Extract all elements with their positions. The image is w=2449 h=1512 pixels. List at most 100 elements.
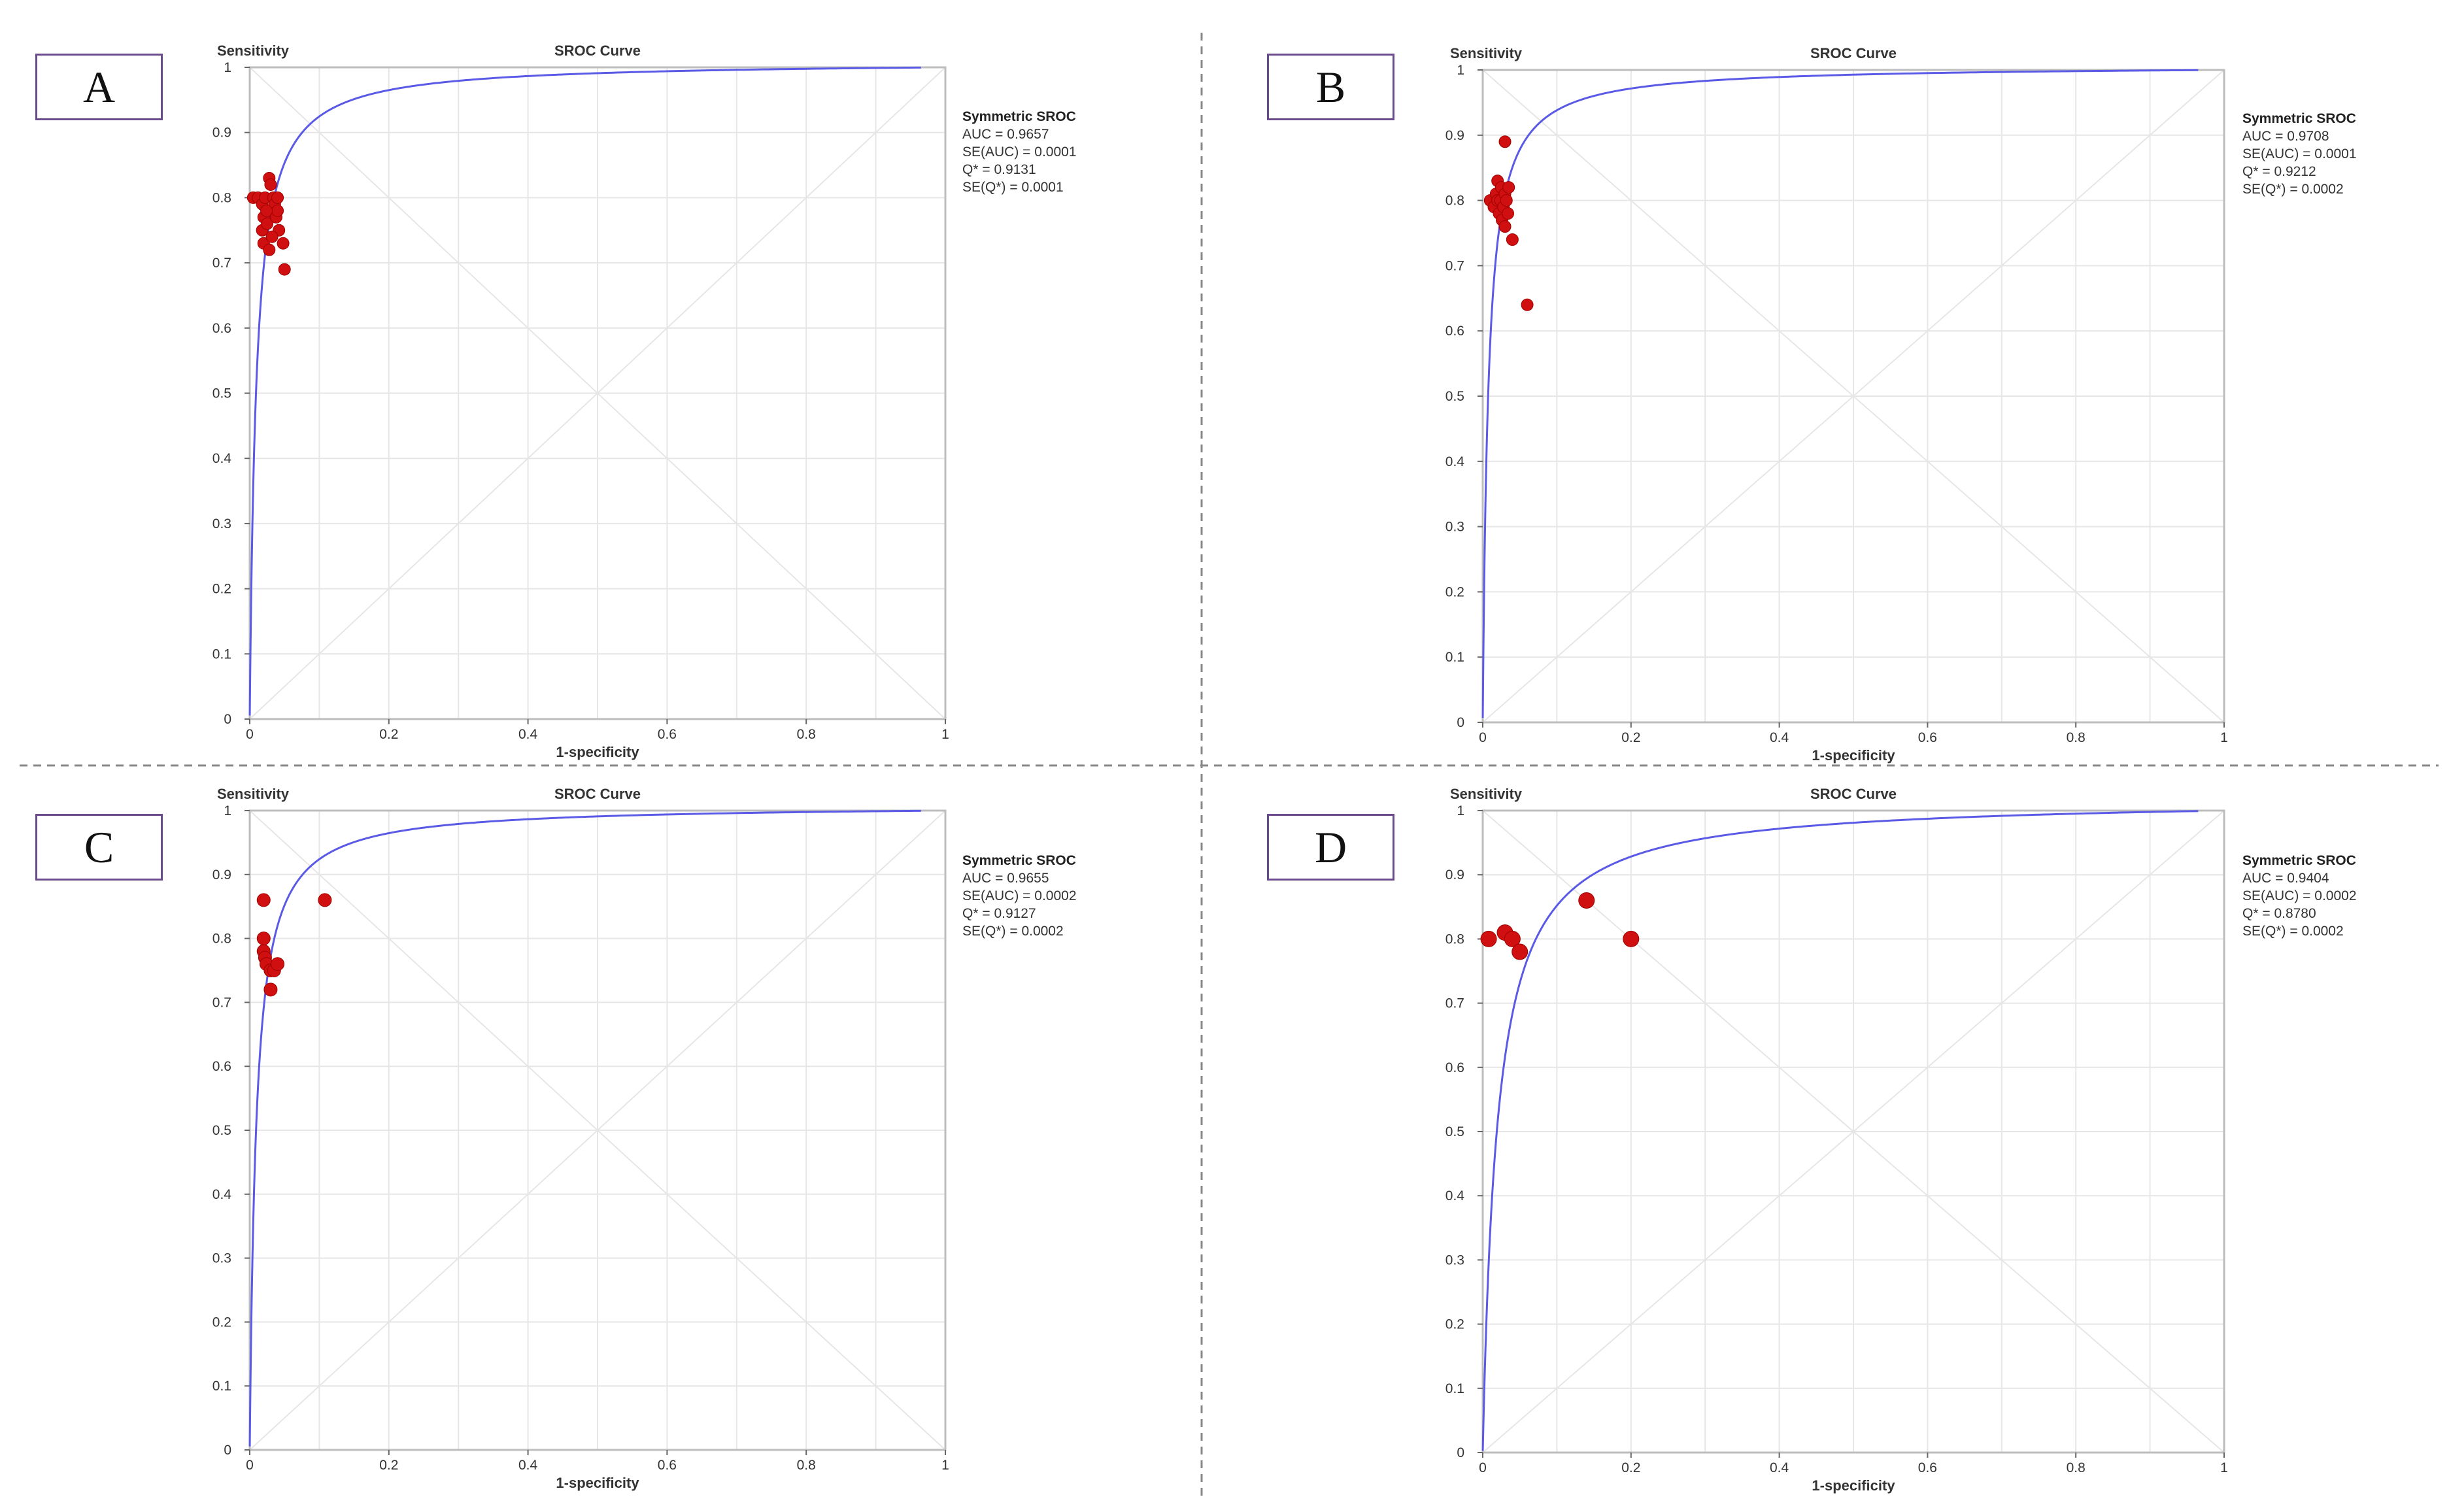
sroc-chart-b: 0 0.2 0.4 0.6 0.8 1 0 0.1 0.2 0.3 0.4 0.5 0.6 0.7 0.8 0…: [1445, 45, 2228, 764]
y-tick-label: 0.4: [1445, 454, 1465, 469]
y-tick-label: 0.5: [212, 1123, 231, 1138]
x-tick-label: 0.6: [658, 1458, 677, 1473]
study-point: [264, 178, 277, 191]
study-point: [1480, 930, 1497, 947]
y-tick-label: 0.2: [1445, 584, 1464, 599]
y-tick-label: 1: [1457, 63, 1464, 78]
stats-title: Symmetric SROC: [2242, 853, 2356, 868]
stats-se-q: SE(Q*) = 0.0002: [2242, 924, 2344, 939]
y-tick-label: 0.9: [212, 126, 231, 141]
y-tick-label: 0.1: [212, 1379, 231, 1394]
sroc-curve: [1481, 69, 2199, 718]
y-axis-label: Sensitivity: [1450, 45, 1523, 61]
x-tick-label: 0.8: [2067, 730, 2086, 745]
y-tick-label: 0: [1457, 715, 1464, 730]
y-tick-label: 0.3: [212, 516, 231, 531]
stats-box-a: Symmetric SROC AUC = 0.9657 SE(AUC) = 0.…: [962, 108, 1077, 196]
anti-diagonal-line: [1482, 810, 2225, 1453]
panel-label-b: B: [1267, 54, 1394, 120]
sroc-curve: [248, 66, 921, 716]
x-axis-label: 1-specificity: [1812, 1477, 1895, 1494]
x-tick-label: 0.4: [1770, 730, 1789, 745]
y-tick-label: 1: [1457, 803, 1464, 818]
study-point: [1504, 930, 1521, 947]
chart-title: SROC Curve: [1810, 786, 1897, 802]
chart-title: SROC Curve: [554, 42, 641, 59]
x-tick-label: 0: [246, 1458, 254, 1473]
study-point: [1521, 298, 1534, 311]
y-tick-label: 0.1: [1445, 650, 1464, 665]
y-tick-label: 0.2: [212, 582, 231, 597]
stats-auc: AUC = 0.9657: [962, 127, 1049, 142]
x-tick-label: 0.2: [379, 1458, 398, 1473]
sroc-chart-d: 0 0.2 0.4 0.6 0.8 1 0 0.1 0.2 0.3 0.4 0.5 0.6 0.7 0.8 0…: [1445, 786, 2228, 1494]
stats-se-auc: SE(AUC) = 0.0002: [962, 888, 1077, 903]
y-tick-label: 0.4: [212, 1187, 232, 1202]
stats-se-auc: SE(AUC) = 0.0001: [2242, 146, 2357, 161]
x-tick-label: 0.8: [797, 727, 816, 742]
anti-diagonal-line: [249, 810, 946, 1451]
stats-title: Symmetric SROC: [2242, 111, 2356, 126]
panel-label-d: D: [1267, 814, 1394, 881]
y-tick-label: 0.8: [212, 932, 231, 947]
y-tick-label: 0.2: [212, 1315, 231, 1330]
stats-auc: AUC = 0.9708: [2242, 129, 2329, 144]
y-tick-label: 0.8: [212, 190, 231, 205]
stats-q: Q* = 0.9127: [962, 906, 1036, 921]
y-tick-label: 0.5: [212, 386, 231, 401]
sroc-chart-a: 0 0.2 0.4 0.6 0.8 1 0 0.1 0.2 0.3 0.4 0.5 0.6 0.7 0.8 0…: [212, 42, 949, 760]
x-axis-label: 1-specificity: [556, 744, 639, 760]
x-tick-label: 1: [941, 1458, 949, 1473]
x-tick-label: 0.6: [1918, 730, 1937, 745]
y-tick-label: 0.4: [212, 451, 232, 466]
x-axis-label: 1-specificity: [556, 1475, 639, 1491]
study-point: [263, 243, 276, 256]
sroc-curve: [1481, 810, 2199, 1451]
stats-title: Symmetric SROC: [962, 109, 1076, 124]
y-tick-label: 0.5: [1445, 389, 1464, 404]
x-tick-label: 0.2: [379, 727, 398, 742]
study-point: [1502, 207, 1515, 220]
y-tick-label: 0: [224, 712, 231, 727]
y-tick-label: 0.6: [1445, 324, 1464, 339]
y-tick-label: 0.1: [1445, 1381, 1464, 1396]
x-tick-label: 0.2: [1621, 730, 1640, 745]
y-tick-label: 0.3: [1445, 1252, 1464, 1268]
y-tick-label: 0.3: [212, 1251, 231, 1266]
stats-auc: AUC = 0.9404: [2242, 871, 2329, 886]
x-tick-label: 0: [1479, 730, 1487, 745]
y-tick-label: 0.6: [1445, 1060, 1464, 1075]
study-point: [271, 204, 284, 217]
x-tick-label: 1: [941, 727, 949, 742]
y-tick-label: 0.5: [1445, 1124, 1464, 1139]
x-tick-label: 0.6: [1918, 1460, 1937, 1475]
y-tick-label: 0.7: [212, 256, 231, 271]
y-tick-label: 0.2: [1445, 1317, 1464, 1332]
y-tick-label: 0.7: [1445, 996, 1464, 1011]
chart-title: SROC Curve: [1810, 45, 1897, 61]
anti-diagonal-line: [1482, 69, 2225, 723]
stats-title: Symmetric SROC: [962, 853, 1076, 868]
study-point: [261, 217, 274, 230]
x-tick-label: 0.6: [658, 727, 677, 742]
study-point: [1500, 194, 1513, 207]
stats-se-q: SE(Q*) = 0.0002: [962, 924, 1064, 939]
study-point: [1512, 943, 1529, 960]
x-tick-label: 0.4: [518, 1458, 538, 1473]
study-point: [256, 893, 271, 907]
chart-title: SROC Curve: [554, 786, 641, 802]
stats-box-b: Symmetric SROC AUC = 0.9708 SE(AUC) = 0.…: [2242, 110, 2357, 198]
stats-box-c: Symmetric SROC AUC = 0.9655 SE(AUC) = 0.…: [962, 852, 1077, 940]
sroc-chart-c: 0 0.2 0.4 0.6 0.8 1 0 0.1 0.2 0.3 0.4 0.5 0.6 0.7 0.8 0…: [212, 786, 949, 1491]
stats-q: Q* = 0.8780: [2242, 906, 2316, 921]
y-tick-label: 0: [1457, 1445, 1464, 1460]
y-axis-label: Sensitivity: [1450, 786, 1523, 802]
study-point: [256, 932, 271, 946]
study-point: [278, 263, 291, 276]
y-tick-label: 0.7: [1445, 258, 1464, 273]
y-tick-label: 0.3: [1445, 520, 1464, 535]
stats-se-q: SE(Q*) = 0.0002: [2242, 182, 2344, 197]
panel-label-c: C: [35, 814, 163, 881]
y-tick-label: 0.7: [212, 995, 231, 1010]
y-tick-label: 0.9: [1445, 128, 1464, 143]
